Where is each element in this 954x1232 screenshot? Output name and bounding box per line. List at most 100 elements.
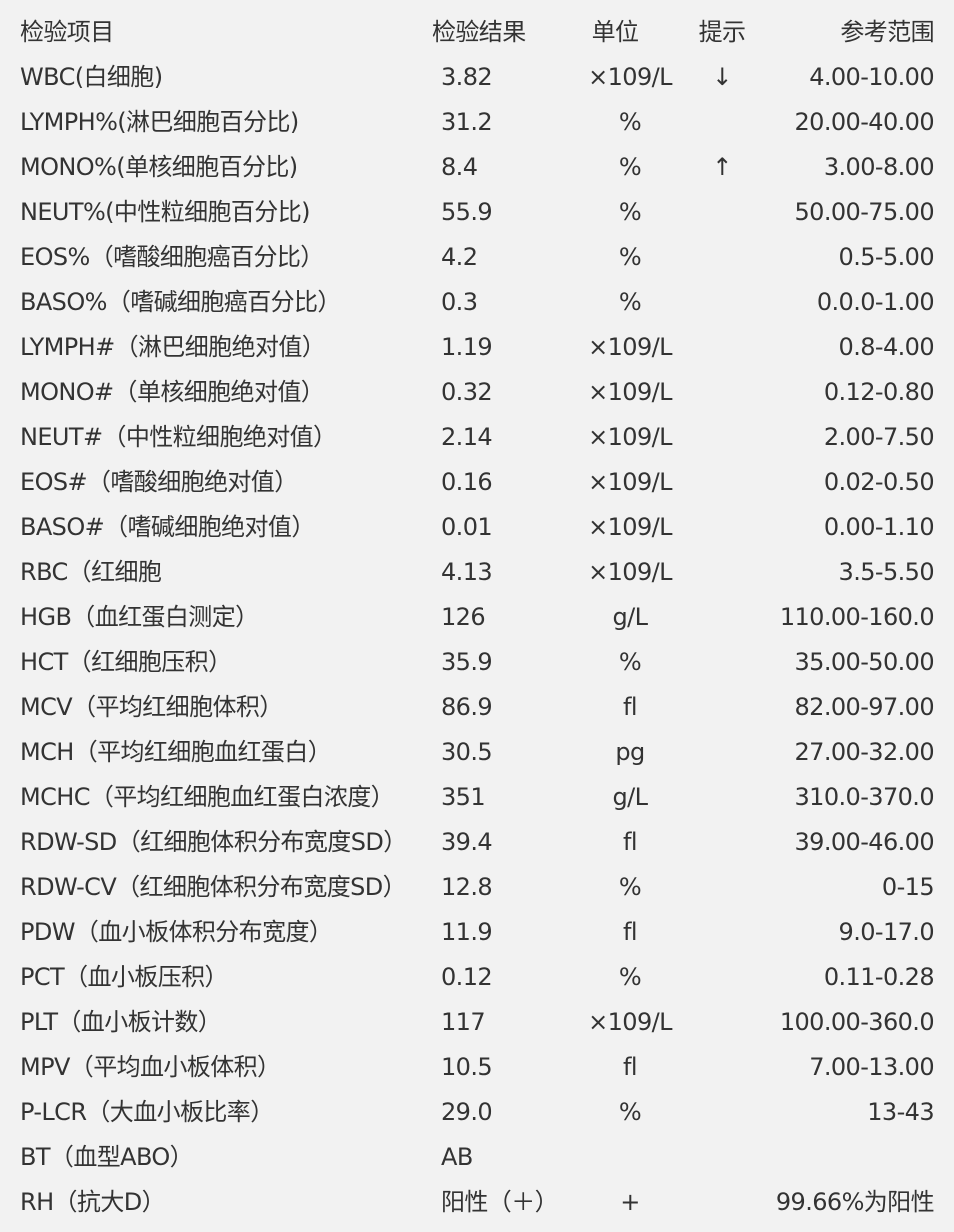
item-name: NEUT%(中性粒细胞百分比) bbox=[20, 198, 310, 226]
item-flag: ↑ bbox=[712, 153, 732, 181]
item-name: BASO%（嗜碱细胞癌百分比） bbox=[20, 288, 341, 316]
item-result: 86.9 bbox=[441, 693, 493, 721]
item-unit: % bbox=[618, 198, 642, 226]
item-name: P-LCR（大血小板比率） bbox=[20, 1098, 274, 1126]
item-name: RH（抗大D） bbox=[20, 1188, 166, 1216]
item-name: MONO#（单核细胞绝对值） bbox=[20, 378, 325, 406]
item-unit: % bbox=[618, 108, 642, 136]
item-name: EOS%（嗜酸细胞癌百分比） bbox=[20, 243, 324, 271]
item-result: 29.0 bbox=[441, 1098, 493, 1126]
item-unit bbox=[560, 1135, 700, 1180]
header-result: 检验结果 bbox=[432, 18, 526, 46]
table-row: LYMPH#（淋巴细胞绝对值） 1.19 ×109/L 0.8-4.00 bbox=[0, 325, 954, 370]
item-result: 351 bbox=[441, 783, 486, 811]
item-unit: fl bbox=[623, 918, 638, 946]
item-flag bbox=[692, 325, 752, 370]
item-name: LYMPH%(淋巴细胞百分比) bbox=[20, 108, 299, 136]
table-row: BASO#（嗜碱细胞绝对值） 0.01 ×109/L 0.00-1.10 bbox=[0, 505, 954, 550]
item-name: RBC（红细胞 bbox=[20, 558, 162, 586]
item-result: 4.13 bbox=[441, 558, 493, 586]
table-row: HCT（红细胞压积） 35.9% 35.00-50.00 bbox=[0, 640, 954, 685]
item-unit: % bbox=[618, 1098, 642, 1126]
table-row: HGB（血红蛋白测定） 126 g/L 110.00-160.0 bbox=[0, 595, 954, 640]
item-result: 1.19 bbox=[441, 333, 493, 361]
item-unit: fl bbox=[623, 693, 638, 721]
item-result: 10.5 bbox=[441, 1053, 493, 1081]
item-result: 55.9 bbox=[441, 198, 493, 226]
table-row: RBC（红细胞 4.13 ×109/L 3.5-5.50 bbox=[0, 550, 954, 595]
item-name: WBC(白细胞) bbox=[20, 63, 163, 91]
item-unit: ×109/L bbox=[588, 558, 672, 586]
item-flag bbox=[692, 550, 752, 595]
item-name: RDW-SD（红细胞体积分布宽度SD） bbox=[20, 828, 407, 856]
item-name: MCHC（平均红细胞血红蛋白浓度） bbox=[20, 783, 395, 811]
table-row: BT（血型ABO） AB bbox=[0, 1135, 954, 1180]
item-range: 0.12-0.80 bbox=[823, 378, 935, 406]
table-row: PLT（血小板计数） 117 ×109/L 100.00-360.0 bbox=[0, 1000, 954, 1045]
item-name: BASO#（嗜碱细胞绝对值） bbox=[20, 513, 315, 541]
item-name: PLT（血小板计数） bbox=[20, 1008, 222, 1036]
item-name: PDW（血小板体积分布宽度） bbox=[20, 918, 333, 946]
item-name: LYMPH#（淋巴细胞绝对值） bbox=[20, 333, 326, 361]
item-range: 99.66%为阳性 bbox=[775, 1188, 935, 1216]
item-result: 31.2 bbox=[441, 108, 493, 136]
table-row: MPV（平均血小板体积） 10.5 fl 7.00-13.00 bbox=[0, 1045, 954, 1090]
item-range: 50.00-75.00 bbox=[794, 198, 935, 226]
item-range: 3.5-5.50 bbox=[838, 558, 935, 586]
item-range: 13-43 bbox=[867, 1098, 934, 1126]
item-unit: g/L bbox=[612, 783, 649, 811]
item-name: RDW-CV（红细胞体积分布宽度SD） bbox=[20, 873, 407, 901]
item-unit: ×109/L bbox=[588, 1008, 672, 1036]
item-flag bbox=[692, 190, 752, 235]
item-name: MONO%(单核细胞百分比) bbox=[20, 153, 298, 181]
item-flag bbox=[692, 775, 752, 820]
item-unit: ×109/L bbox=[588, 423, 672, 451]
item-range: 100.00-360.0 bbox=[779, 1008, 935, 1036]
item-range: 9.0-17.0 bbox=[838, 918, 935, 946]
table-row: EOS#（嗜酸细胞绝对值） 0.16 ×109/L 0.02-0.50 bbox=[0, 460, 954, 505]
item-flag bbox=[692, 730, 752, 775]
header-range: 参考范围 bbox=[840, 18, 934, 46]
item-name: MPV（平均血小板体积） bbox=[20, 1053, 281, 1081]
item-flag bbox=[692, 820, 752, 865]
item-range: 7.00-13.00 bbox=[809, 1053, 934, 1081]
item-result: 30.5 bbox=[441, 738, 493, 766]
item-unit: % bbox=[618, 648, 642, 676]
item-unit: pg bbox=[615, 738, 645, 766]
item-name: BT（血型ABO） bbox=[20, 1143, 194, 1171]
header-item: 检验项目 bbox=[20, 18, 114, 46]
item-name: NEUT#（中性粒细胞绝对值） bbox=[20, 423, 337, 451]
table-row: MONO%(单核细胞百分比) 8.4% ↑ 3.00-8.00 bbox=[0, 145, 954, 190]
item-flag bbox=[692, 235, 752, 280]
item-flag bbox=[692, 280, 752, 325]
item-flag bbox=[692, 505, 752, 550]
table-row: RH（抗大D） 阳性（＋） +99.66%为阳性 bbox=[0, 1180, 954, 1225]
item-flag bbox=[692, 685, 752, 730]
item-name: MCH（平均红细胞血红蛋白） bbox=[20, 738, 332, 766]
item-result: 39.4 bbox=[441, 828, 493, 856]
item-unit: ×109/L bbox=[588, 468, 672, 496]
item-flag bbox=[692, 1000, 752, 1045]
item-result: 4.2 bbox=[441, 243, 478, 271]
item-unit: ×109/L bbox=[588, 513, 672, 541]
item-unit: % bbox=[618, 288, 642, 316]
item-flag bbox=[692, 370, 752, 415]
item-result: 2.14 bbox=[441, 423, 493, 451]
table-row: MCHC（平均红细胞血红蛋白浓度） 351 g/L 310.0-370.0 bbox=[0, 775, 954, 820]
item-unit: g/L bbox=[612, 603, 649, 631]
table-header: 检验项目 检验结果 单位 提示 参考范围 bbox=[0, 10, 954, 55]
item-result: 12.8 bbox=[441, 873, 493, 901]
item-range: 0.8-4.00 bbox=[838, 333, 935, 361]
table-row: RDW-CV（红细胞体积分布宽度SD） 12.8% 0-15 bbox=[0, 865, 954, 910]
item-unit: % bbox=[618, 963, 642, 991]
item-range: 20.00-40.00 bbox=[794, 108, 935, 136]
table-row: BASO%（嗜碱细胞癌百分比） 0.3% 0.0.0-1.00 bbox=[0, 280, 954, 325]
item-flag bbox=[692, 640, 752, 685]
table-row: RDW-SD（红细胞体积分布宽度SD） 39.4 fl 39.00-46.00 bbox=[0, 820, 954, 865]
item-range: 39.00-46.00 bbox=[794, 828, 935, 856]
table-row: LYMPH%(淋巴细胞百分比) 31.2% 20.00-40.00 bbox=[0, 100, 954, 145]
item-range: 0.02-0.50 bbox=[823, 468, 935, 496]
table-row: MONO#（单核细胞绝对值） 0.32 ×109/L 0.12-0.80 bbox=[0, 370, 954, 415]
item-result: 3.82 bbox=[441, 63, 493, 91]
